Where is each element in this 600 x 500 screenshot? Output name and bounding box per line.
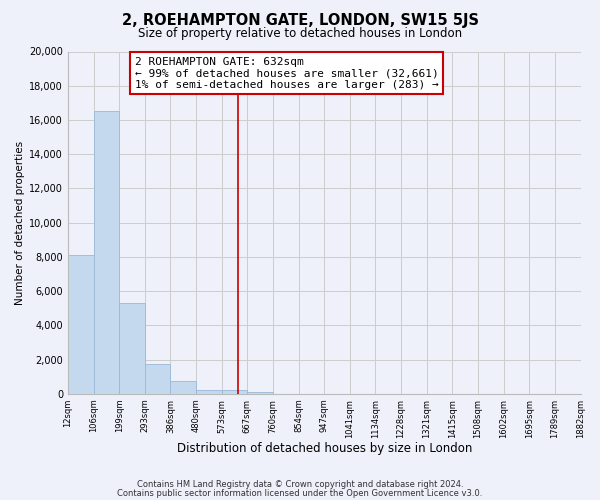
Bar bbox=[221, 390, 247, 394]
Bar bbox=[247, 392, 273, 394]
Text: 2, ROEHAMPTON GATE, LONDON, SW15 5JS: 2, ROEHAMPTON GATE, LONDON, SW15 5JS bbox=[121, 12, 479, 28]
Bar bbox=[68, 255, 94, 394]
Text: 2 ROEHAMPTON GATE: 632sqm
← 99% of detached houses are smaller (32,661)
1% of se: 2 ROEHAMPTON GATE: 632sqm ← 99% of detac… bbox=[134, 56, 438, 90]
Bar bbox=[145, 364, 170, 394]
Y-axis label: Number of detached properties: Number of detached properties bbox=[15, 140, 25, 304]
Bar bbox=[196, 390, 221, 394]
X-axis label: Distribution of detached houses by size in London: Distribution of detached houses by size … bbox=[176, 442, 472, 455]
Bar bbox=[94, 112, 119, 394]
Bar bbox=[119, 303, 145, 394]
Text: Contains public sector information licensed under the Open Government Licence v3: Contains public sector information licen… bbox=[118, 488, 482, 498]
Text: Contains HM Land Registry data © Crown copyright and database right 2024.: Contains HM Land Registry data © Crown c… bbox=[137, 480, 463, 489]
Text: Size of property relative to detached houses in London: Size of property relative to detached ho… bbox=[138, 28, 462, 40]
Bar bbox=[170, 381, 196, 394]
